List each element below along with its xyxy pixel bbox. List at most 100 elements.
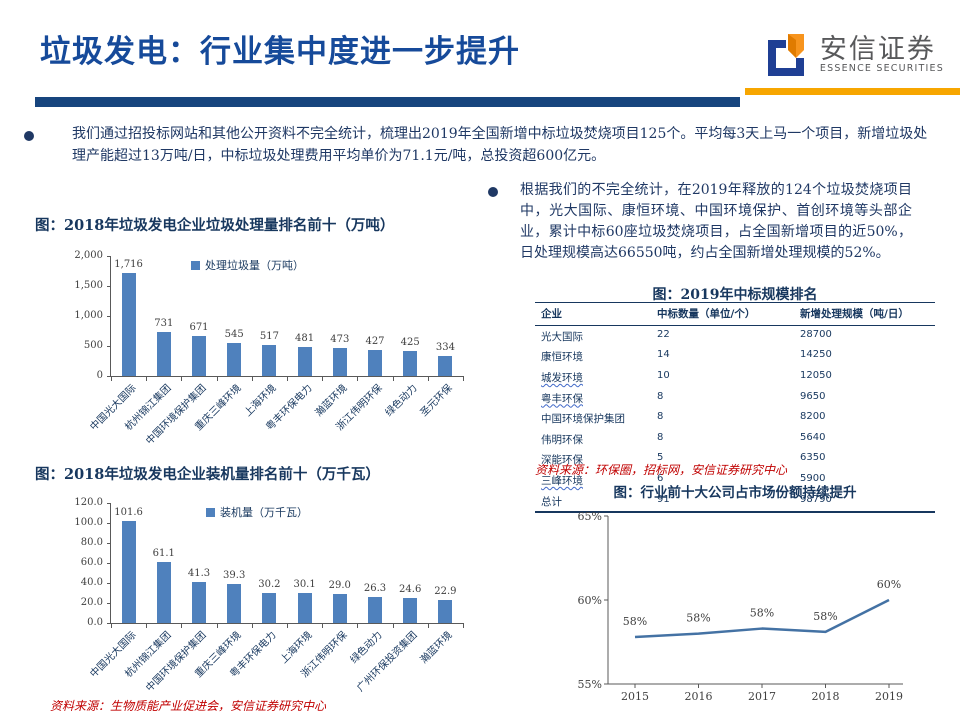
data-point-label: 58% [623,615,647,628]
x-axis-tick-mark [111,376,112,381]
bar-value-label: 101.6 [114,507,143,519]
bar [368,596,382,623]
y-axis-tick-mark [107,256,111,257]
x-axis-tick-label: 2018 [812,690,840,703]
x-axis-tick-mark [322,376,324,381]
bar [121,521,136,623]
x-axis-tick-mark [251,623,253,628]
bar [227,343,242,376]
table-col-header: 新增处理规模（吨/日） [800,308,909,320]
table-row: 伟明环保 8 5640 [535,429,935,450]
bar [403,598,418,623]
y-axis-tick-label: 0.0 [87,617,103,628]
market-share-line [634,598,890,639]
bullet-right: 根据我们的不完全统计，在2019年释放的124个垃圾焚烧项目中，光大国际、康恒环… [488,180,912,264]
treatment-chart-legend: 处理垃圾量（万吨） [191,257,304,273]
bar [438,600,453,623]
x-axis-tick-label: 2017 [748,690,776,703]
table-cell-count: 10 [657,369,670,381]
table-cell-count: 8 [657,411,664,423]
logo-orange-cube-side [787,34,796,58]
y-axis-tick-mark [107,286,111,287]
x-axis-tick-mark [427,376,429,381]
x-axis-tick-mark [392,376,394,381]
y-axis-tick-mark [107,603,111,604]
x-axis-tick-mark [146,623,148,628]
bar-value-label: 24.6 [399,584,422,596]
bullet-right-text: 根据我们的不完全统计，在2019年释放的124个垃圾焚烧项目中，光大国际、康恒环… [520,182,912,261]
y-axis-tick-label: 55% [578,678,602,691]
table-row: 总计 91 98790 [535,491,935,512]
y-axis-tick-mark [107,623,111,624]
bullet-left-text: 我们通过招投标网站和其他公开资料不完全统计，梳理出2019年全国新增中标垃圾焚烧… [72,126,928,164]
x-axis-tick-mark [287,376,288,381]
data-point-label: 58% [813,610,837,623]
table-cell-scale: 5900 [800,472,826,484]
table-cell-company: 中国环境保护集团 [541,413,625,426]
table-row: 深能环保 5 6350 [535,450,935,471]
x-axis-tick-mark [216,623,218,628]
y-axis-tick-mark [107,563,111,564]
bid-ranking-table: 企业 中标数量（单位/个） 新增处理规模（吨/日） 光大国际 22 28700 康恒环… [535,302,935,514]
bar-value-label: 731 [154,318,174,330]
y-axis-tick-label: 80.0 [80,537,103,548]
treatment-chart-x-labels: 中国光大国际 杭州锦江集团 中国环境保护集团 重庆三峰环境 上海环境 粤丰环保电力 瀚蓝环境… [88,377,462,457]
x-axis-tick-label: 2019 [875,690,903,703]
legend-label: 装机量（万千瓦） [220,506,308,519]
bar-value-label: 425 [400,336,420,348]
y-axis-tick-label: 120.0 [74,497,103,508]
table-cell-scale: 28700 [800,328,832,340]
table-col-header: 中标数量（单位/个） [657,308,756,320]
table-cell-scale: 8200 [800,411,826,423]
bar [438,355,453,376]
page-title: 垃圾发电：行业集中度进一步提升 [40,34,520,70]
table-cell-company: 粤丰环保 [541,392,583,405]
bar-value-label: 334 [435,341,455,353]
table-cell-company: 康恒环境 [541,351,583,364]
bar-value-label: 473 [330,333,350,345]
market-share-line-svg: 65% 60% 55% 2015 2016 2017 2018 2019 58% 58% 58% 58… [578,510,903,703]
table-col-header: 企业 [541,308,562,320]
bar [332,347,347,376]
table-cell-count: 8 [657,431,664,443]
table-cell-scale: 98790 [800,493,832,505]
x-axis-tick-mark [357,623,359,628]
bar-value-label: 671 [189,321,209,333]
bar [403,350,418,376]
x-axis-tick-label: 2015 [621,690,649,703]
bar-value-label: 427 [365,336,385,348]
bar-value-label: 30.1 [293,578,316,590]
bar [297,592,312,623]
y-axis-tick-label: 500 [83,340,103,351]
x-axis-tick-mark [216,376,218,381]
x-axis-tick-mark [181,376,183,381]
header-accent-bar-orange [745,88,960,95]
bid-table-title: 图：2019年中标规模排名 [652,287,818,303]
x-axis-tick-mark [357,376,359,381]
legend-label: 处理垃圾量（万吨） [205,259,304,272]
capacity-chart-legend: 装机量（万千瓦） [206,504,308,520]
bullet-left: 我们通过招投标网站和其他公开资料不完全统计，梳理出2019年全国新增中标垃圾焚烧… [24,124,936,167]
x-axis-tick-mark [322,623,324,628]
bar-value-label: 1,716 [114,259,143,271]
x-axis-tick-mark [392,623,394,628]
table-cell-scale: 6350 [800,452,826,464]
data-point-label: 58% [686,612,710,625]
table-header-row: 企业 中标数量（单位/个） 新增处理规模（吨/日） [535,302,935,326]
y-axis-tick-label: 0 [96,370,103,381]
bar [156,332,171,376]
x-axis-tick-mark [111,623,112,628]
legend-swatch-icon [191,260,200,270]
y-axis-tick-mark [107,503,111,504]
essence-securities-logo-icon [767,34,804,76]
y-axis-tick-label: 1,500 [74,280,103,291]
bar-value-label: 22.9 [434,586,457,598]
table-cell-scale: 12050 [800,369,832,381]
market-share-line-chart: 65% 60% 55% 2015 2016 2017 2018 2019 58% 58% 58% 58… [578,504,918,709]
table-row: 光大国际 22 28700 [535,326,935,347]
table-cell-company: 深能环保 [541,454,583,467]
bar-value-label: 41.3 [187,567,211,579]
bar [121,273,136,376]
bar-value-label: 30.2 [258,578,281,590]
x-axis-tick-mark [181,623,183,628]
